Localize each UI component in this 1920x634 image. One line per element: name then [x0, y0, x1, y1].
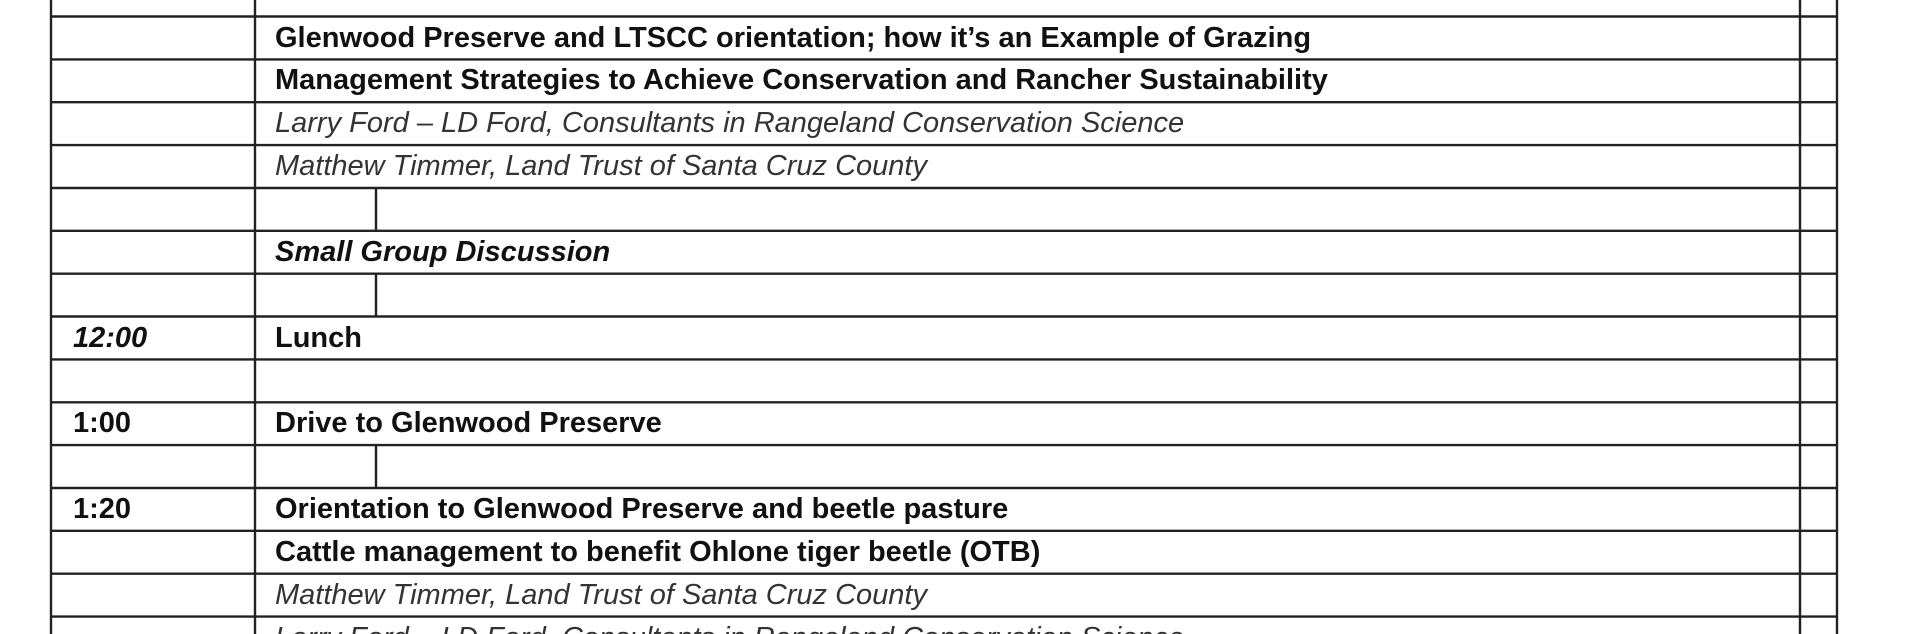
- time: 1:00: [73, 407, 132, 440]
- agenda-item: Small Group Discussion: [275, 235, 611, 268]
- speaker: Larry Ford – LD Ford, Consultants in Ran…: [275, 107, 1185, 140]
- agenda-item: Lunch: [275, 321, 362, 354]
- agenda-item: Cattle management to benefit Ohlone tige…: [275, 535, 1041, 568]
- speaker: Matthew Timmer, Land Trust of Santa Cruz…: [275, 150, 927, 183]
- column-lines: [49, 0, 1839, 634]
- agenda-item: Orientation to Glenwood Preserve and bee…: [275, 493, 1009, 525]
- agenda-item: Management Strategies to Achieve Conserv…: [275, 64, 1328, 97]
- agenda-item: Drive to Glenwood Preserve: [275, 407, 662, 440]
- time: 1:20: [73, 493, 132, 525]
- speaker: Matthew Timmer, Land Trust of Santa Cruz…: [275, 578, 927, 611]
- row-lines: [51, 15, 1837, 618]
- time: 12:00: [73, 321, 148, 354]
- agenda-item: Glenwood Preserve and LTSCC orientation;…: [275, 21, 1312, 54]
- speaker: Larry Ford – LD Ford, Consultants in Ran…: [275, 617, 1184, 634]
